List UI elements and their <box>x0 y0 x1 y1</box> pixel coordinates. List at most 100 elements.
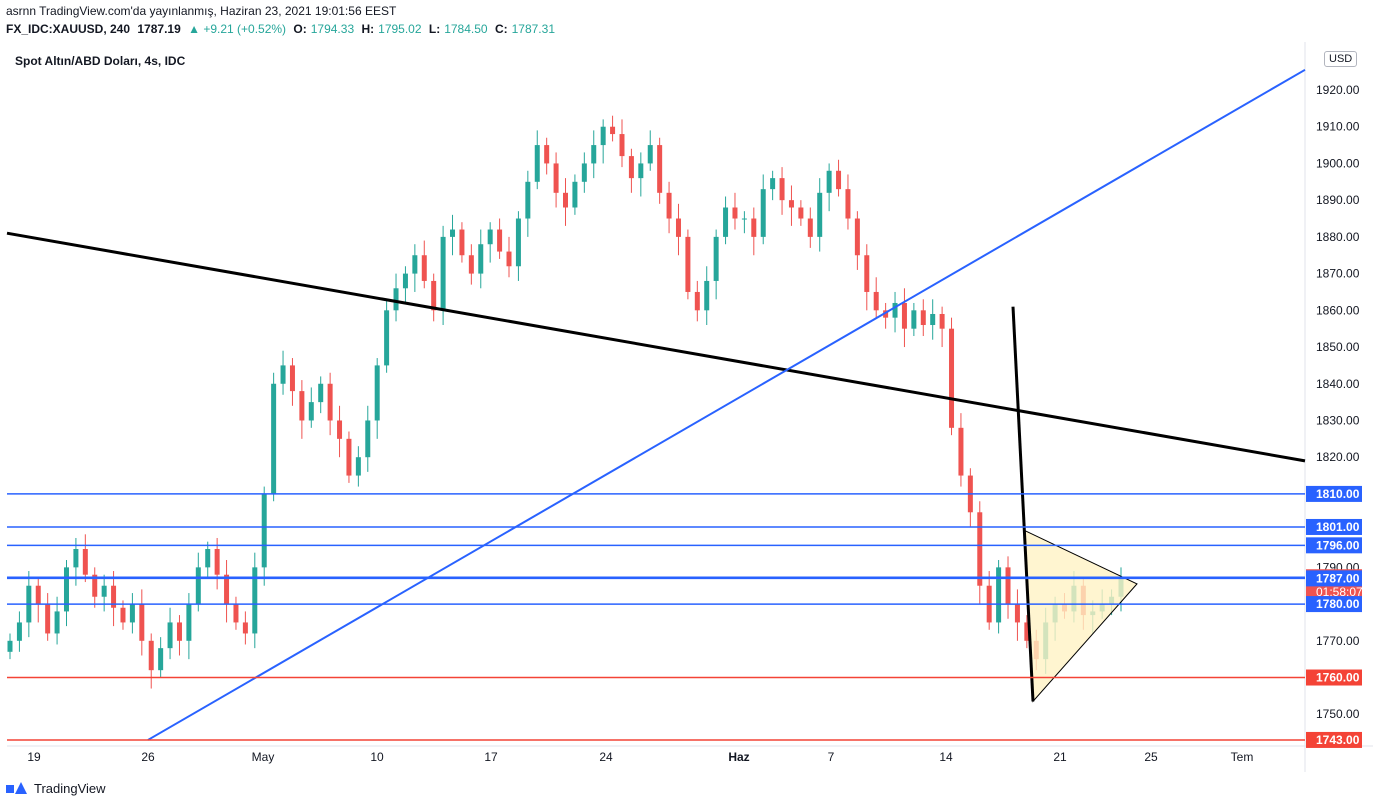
price-level-tag <box>1306 518 1362 535</box>
candle-body <box>337 420 343 439</box>
price-tick-label: 1860.00 <box>1316 303 1360 317</box>
candle-body <box>289 365 295 392</box>
candle-body <box>713 236 719 281</box>
candle-body <box>280 365 286 384</box>
candle-body <box>619 134 625 157</box>
candle-body <box>770 178 776 190</box>
candle-body <box>176 622 182 641</box>
candle-body <box>497 229 503 252</box>
publish-info: asrnn TradingView.com'da yayınlanmış, Ha… <box>6 4 397 18</box>
candle-body <box>1024 622 1030 641</box>
candle-body <box>431 280 437 311</box>
candle-body <box>393 288 399 311</box>
triangle-pattern <box>1024 529 1138 703</box>
price-level-tag <box>1306 537 1362 554</box>
candle-body <box>572 181 578 208</box>
candle-body <box>346 438 352 476</box>
time-tick-label: Tem <box>1231 750 1254 764</box>
chart-title: Spot Altın/ABD Doları, 4s, IDC <box>15 54 186 68</box>
candle-body <box>111 585 117 608</box>
candle-body <box>412 255 418 274</box>
candle-body <box>996 567 1002 623</box>
candle-body <box>657 145 663 193</box>
candle-body <box>82 549 88 575</box>
candle-body <box>478 244 484 274</box>
price-level-label: 1743.00 <box>1316 733 1360 747</box>
candle-body <box>242 622 248 634</box>
candle-body <box>440 236 446 311</box>
candle-body <box>864 255 870 292</box>
candle-body <box>1014 604 1020 623</box>
candle-body <box>487 229 493 245</box>
candle-body <box>892 302 898 318</box>
candle-body <box>101 585 107 597</box>
price-level-tag <box>1306 485 1362 502</box>
candle-body <box>318 383 324 403</box>
candle-body <box>591 145 597 164</box>
price-level-tag <box>1306 570 1362 587</box>
candle-body <box>911 310 917 329</box>
price-tick-label: 1850.00 <box>1316 340 1360 354</box>
candle-body <box>459 229 465 256</box>
time-tick-label: May <box>252 750 275 764</box>
candle-body <box>751 218 757 237</box>
high-value: 1795.02 <box>378 22 422 36</box>
candle-body <box>402 273 408 289</box>
candle-body <box>299 391 305 421</box>
countdown-label: 01:58:07 <box>1316 585 1363 599</box>
brand-name: TradingView <box>34 781 106 796</box>
candle-body <box>195 567 201 605</box>
last-price: 1787.19 <box>137 22 181 36</box>
candle-body <box>384 310 390 366</box>
candle-body <box>666 192 672 219</box>
candle-body <box>515 218 521 267</box>
candle-body <box>158 648 164 671</box>
candle-body <box>365 420 371 458</box>
candle-body <box>214 549 220 575</box>
candle-body <box>450 229 456 237</box>
footer-brand[interactable]: TradingView <box>6 781 106 796</box>
candle-body <box>930 313 936 326</box>
candle-body <box>798 207 804 219</box>
time-tick-label: 26 <box>141 750 155 764</box>
price-level-label: 1780.00 <box>1316 597 1360 611</box>
price-tick-label: 1880.00 <box>1316 230 1360 244</box>
candle-body <box>845 189 851 219</box>
candle-body <box>271 383 277 494</box>
candle-body <box>374 365 380 421</box>
currency-button[interactable]: USD <box>1324 51 1358 67</box>
price-level-label: 1801.00 <box>1316 520 1360 534</box>
price-level-tag <box>1306 596 1362 613</box>
candle-body <box>732 207 738 219</box>
candle-body <box>939 313 945 329</box>
candle-body <box>468 255 474 274</box>
candle-body <box>836 170 842 190</box>
candle-body <box>826 170 832 193</box>
candle-body <box>920 310 926 326</box>
candle-body <box>525 181 531 219</box>
price-level-label: 1787.00 <box>1316 571 1360 585</box>
candle-body <box>949 328 955 428</box>
low-value: 1784.50 <box>444 22 488 36</box>
price-level-tag <box>1306 731 1362 748</box>
time-tick-label: 25 <box>1144 750 1158 764</box>
candle-body <box>563 192 568 208</box>
candle-body <box>16 622 22 641</box>
price-tick-label: 1870.00 <box>1316 267 1360 281</box>
candle-body <box>35 585 41 605</box>
candle-body <box>327 383 333 421</box>
candle-body <box>129 604 135 623</box>
black-trendline <box>6 231 1306 463</box>
candle-body <box>186 604 192 641</box>
candle-body <box>977 512 983 586</box>
close-label: C: <box>494 22 508 36</box>
candle-body <box>581 163 587 182</box>
candle-body <box>647 145 653 164</box>
candle-body <box>610 126 616 135</box>
candle-body <box>73 549 79 568</box>
candle-body <box>233 604 239 623</box>
candle-body <box>63 567 69 612</box>
price-level-label: 1810.00 <box>1316 487 1360 501</box>
time-tick-label: Haz <box>728 750 749 764</box>
